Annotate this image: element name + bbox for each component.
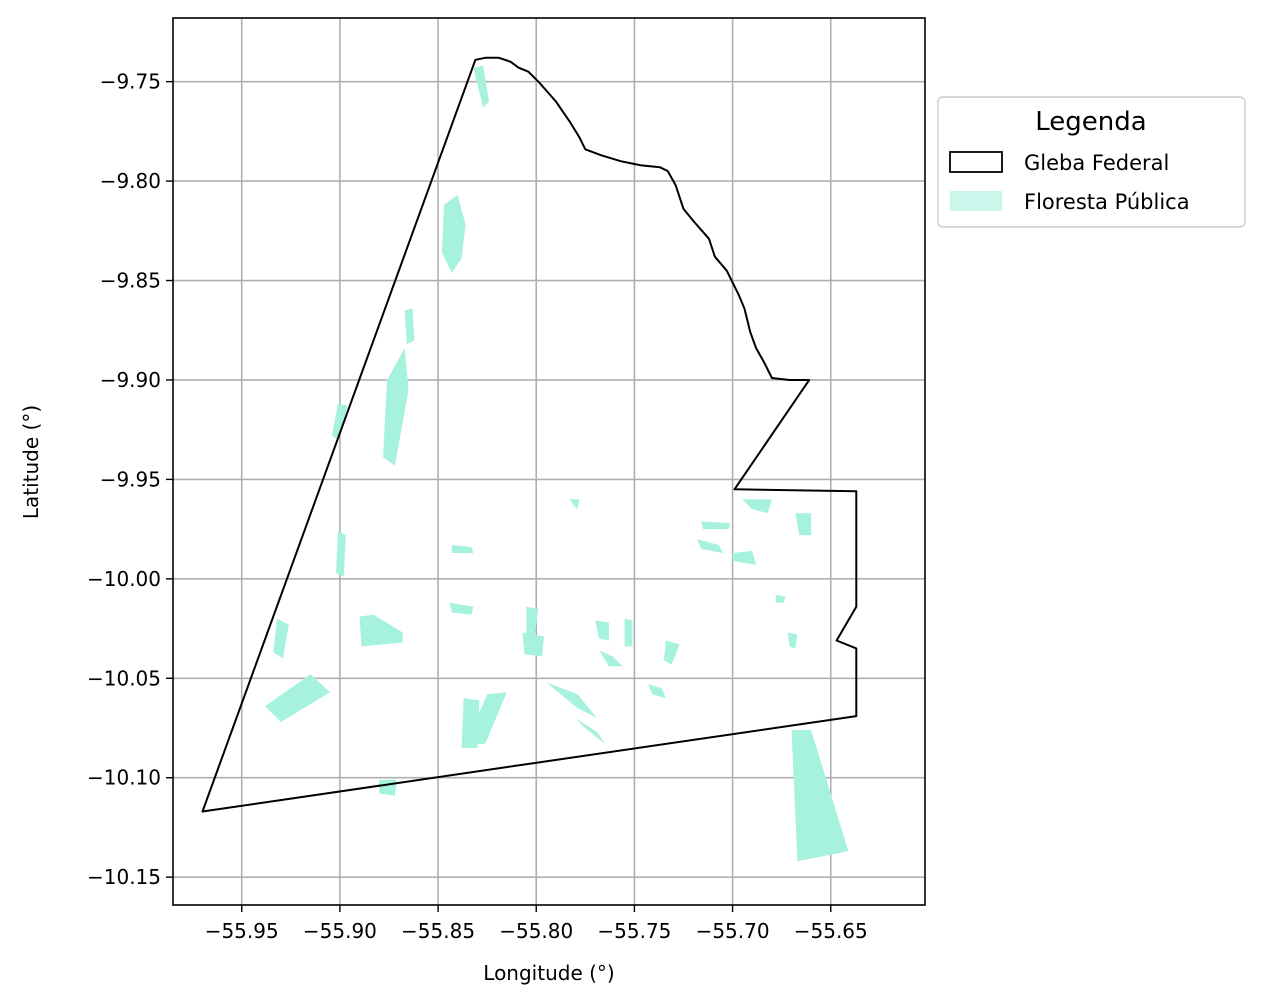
x-tick-label: −55.95 — [205, 919, 279, 943]
y-tick-label: −10.00 — [87, 567, 161, 591]
floresta-publica-area — [575, 718, 605, 744]
floresta-publica-area — [546, 682, 598, 719]
legend-box — [937, 96, 1246, 228]
floresta-publica-area — [663, 640, 680, 665]
floresta-publica-area — [775, 594, 786, 603]
x-tick-label: −55.70 — [696, 919, 770, 943]
floresta-publica-area — [701, 521, 731, 530]
legend: Legenda Gleba Federal Floresta Pública — [937, 96, 1246, 228]
floresta-publica-area — [569, 499, 580, 510]
y-tick-label: −10.15 — [87, 865, 161, 889]
floresta-publica-layer — [265, 65, 849, 862]
floresta-publica-area — [332, 403, 348, 440]
legend-entry-floresta: Floresta Pública — [1024, 190, 1190, 214]
y-ticks: −9.75 −9.80 −9.85 −9.90 −9.95 −10.00 −10.05 −10… — [87, 70, 173, 889]
floresta-publica-area — [732, 551, 757, 565]
floresta-publica-area — [648, 684, 666, 699]
floresta-publica-area — [742, 499, 772, 514]
floresta-publica-area — [787, 632, 798, 649]
floresta-publica-area — [473, 65, 490, 108]
y-axis-label: Latitude (°) — [19, 405, 43, 519]
legend-entry-gleba: Gleba Federal — [1024, 151, 1169, 175]
floresta-publica-area — [442, 195, 466, 273]
x-axis-label: Longitude (°) — [483, 961, 614, 985]
floresta-publica-area — [359, 614, 403, 647]
y-tick-label: −10.10 — [87, 766, 161, 790]
floresta-publica-area — [599, 650, 623, 667]
floresta-publica-area — [449, 602, 474, 615]
x-tick-label: −55.90 — [303, 919, 377, 943]
y-tick-label: −10.05 — [87, 666, 161, 690]
y-tick-label: −9.90 — [100, 368, 161, 392]
floresta-publica-area — [404, 308, 415, 345]
y-tick-label: −9.95 — [100, 467, 161, 491]
floresta-publica-area — [451, 545, 474, 553]
y-tick-label: −9.75 — [100, 70, 161, 94]
floresta-publica-area — [265, 674, 331, 722]
x-tick-label: −55.85 — [401, 919, 475, 943]
gleba-federal-boundary — [201, 56, 858, 813]
floresta-publica-area — [791, 730, 849, 862]
legend-title: Legenda — [1035, 107, 1146, 137]
plot-frame — [172, 17, 926, 906]
floresta-publica-area — [522, 632, 545, 657]
floresta-publica-area — [273, 618, 289, 659]
x-tick-label: −55.65 — [794, 919, 868, 943]
floresta-publica-area — [383, 348, 409, 466]
y-tick-label: −9.85 — [100, 269, 161, 293]
floresta-publica-area — [336, 531, 346, 577]
x-tick-label: −55.80 — [499, 919, 573, 943]
floresta-publica-area — [526, 606, 539, 641]
floresta-publica-area — [595, 620, 609, 641]
floresta-publica-area — [379, 779, 397, 796]
x-ticks: −55.95 −55.90 −55.85 −55.80 −55.75 −55.70 −55.… — [205, 905, 868, 943]
floresta-publica-area — [461, 698, 480, 748]
legend-swatch-floresta — [950, 191, 1002, 211]
floresta-publica-area — [795, 513, 812, 536]
gleba-federal-layer — [201, 56, 858, 813]
floresta-publica-area — [624, 618, 633, 647]
floresta-publica-area — [697, 539, 723, 553]
y-tick-label: −9.80 — [100, 169, 161, 193]
legend-swatch-gleba — [949, 151, 1003, 173]
x-tick-label: −55.75 — [597, 919, 671, 943]
